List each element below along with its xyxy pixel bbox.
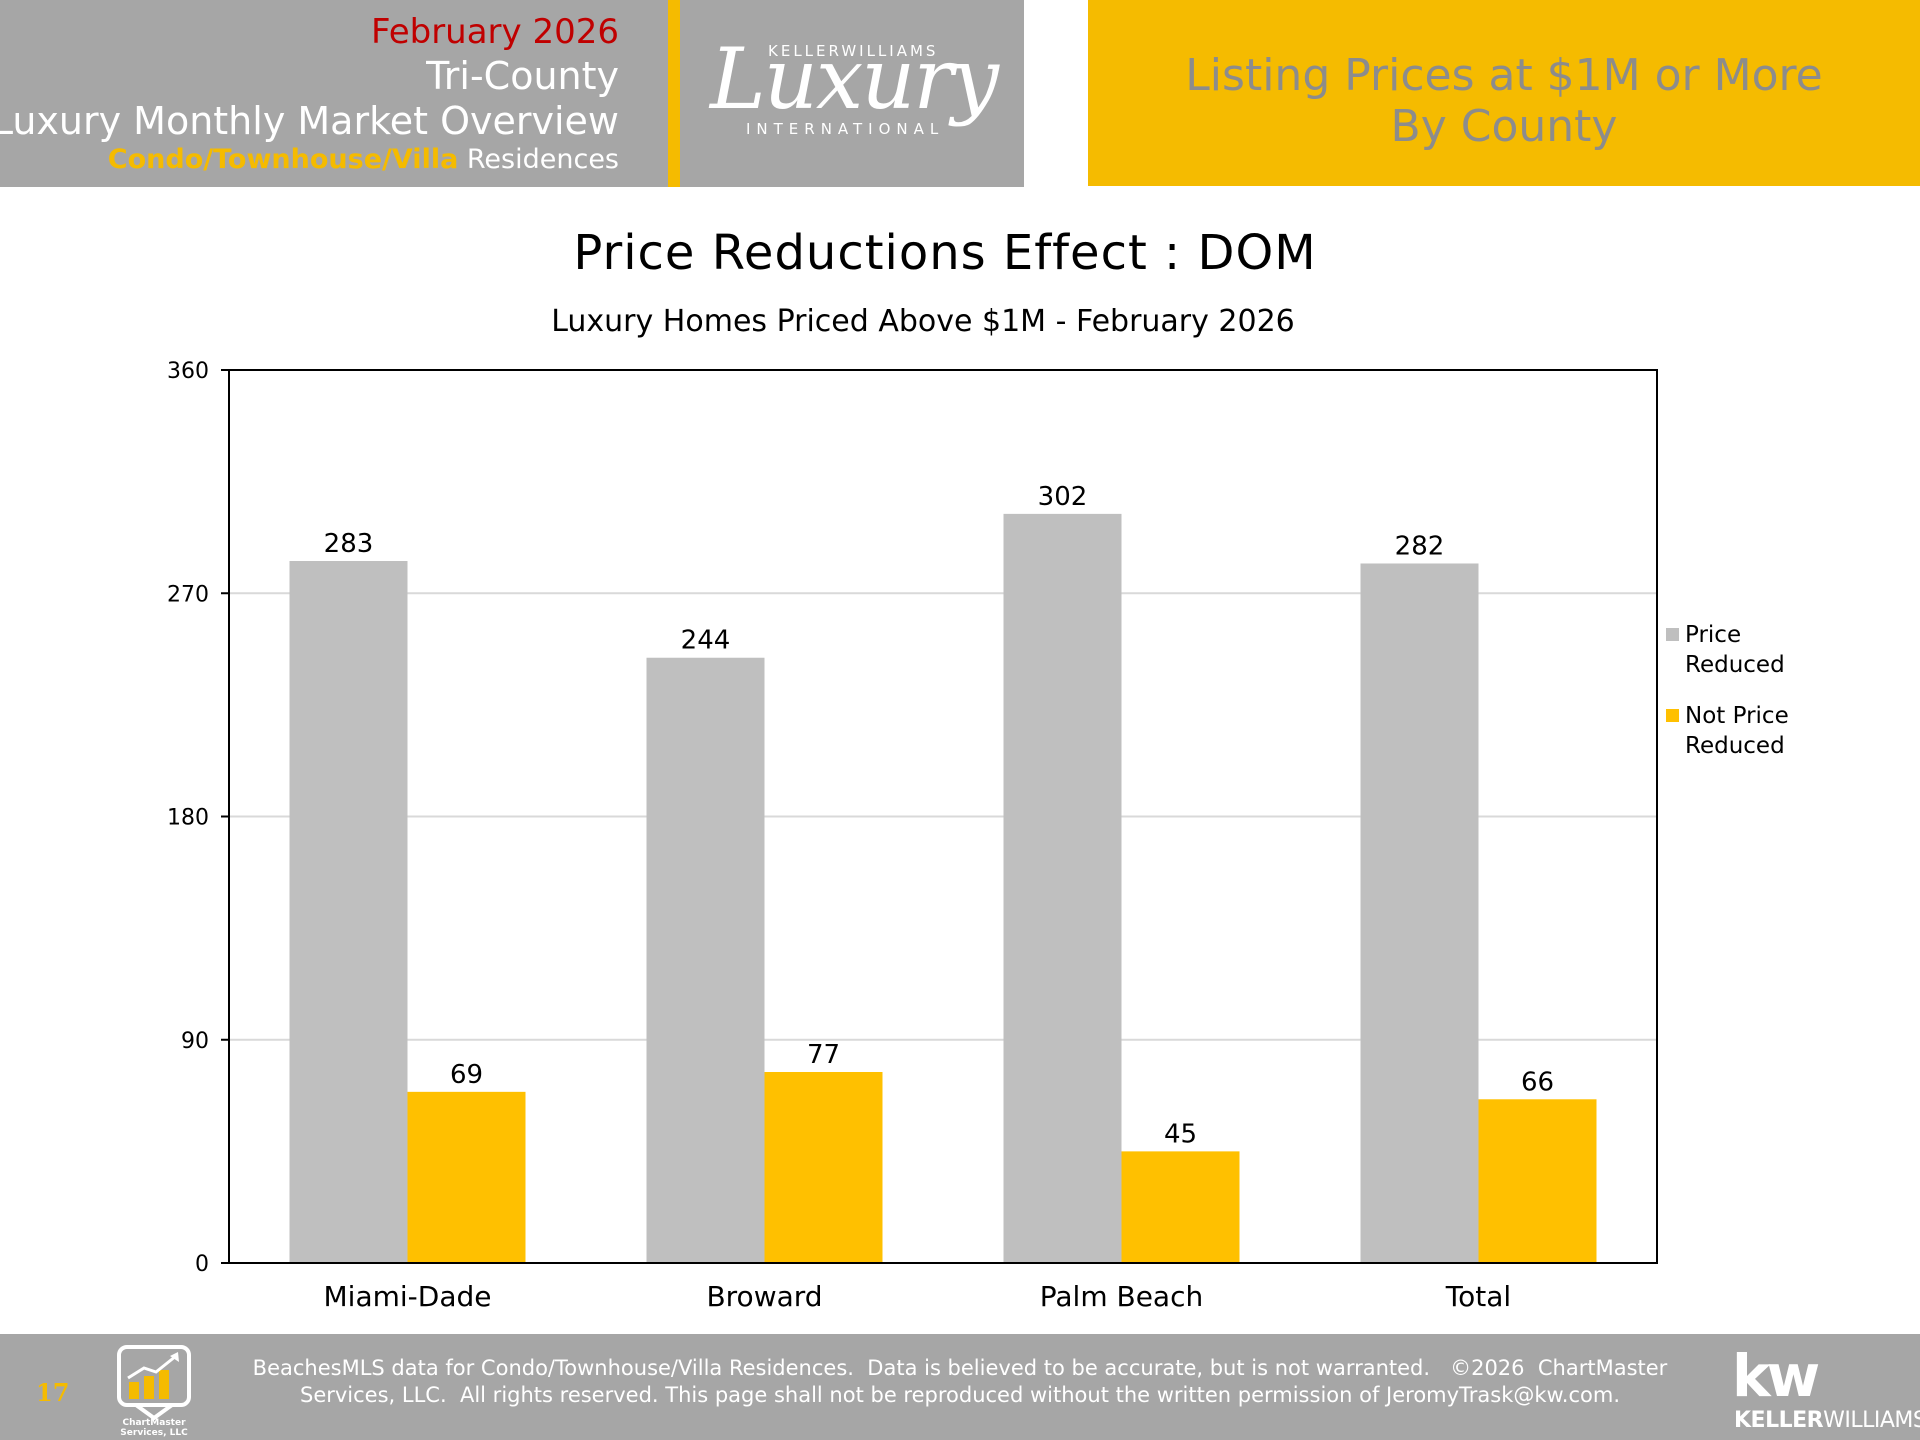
page-number: 17 (36, 1378, 70, 1407)
legend: Price Reduced Not Price Reduced (1666, 622, 1789, 759)
section-title-line1: Listing Prices at $1M or More (1185, 50, 1823, 101)
bar-value-label: 69 (450, 1060, 483, 1090)
x-axis-categories: Miami-Dade Broward Palm Beach Total (324, 1280, 1512, 1313)
report-month: February 2026 (371, 12, 619, 52)
bar-value-label: 302 (1038, 482, 1088, 512)
y-tick-label: 270 (167, 582, 209, 607)
bar (646, 657, 765, 1263)
x-category-label: Palm Beach (1040, 1280, 1203, 1313)
kw-logo-name: KELLERWILLIAMS. (1734, 1408, 1920, 1433)
y-tick-label: 90 (181, 1029, 209, 1054)
property-type-rest: Residences (458, 144, 619, 175)
data-labels: 283 69 244 77 302 45 282 66 (324, 482, 1554, 1150)
report-title: Luxury Monthly Market Overview (0, 99, 619, 143)
report-region: Tri-County (426, 54, 619, 98)
bar (1478, 1099, 1597, 1263)
logo-bottom-text: INTERNATIONAL (746, 120, 945, 138)
logo-top-text: KELLERWILLIAMS (768, 42, 939, 60)
x-category-label: Total (1445, 1280, 1511, 1313)
y-axis-ticks: 0 90 180 270 360 (167, 359, 229, 1277)
y-tick-label: 0 (195, 1252, 209, 1277)
kw-luxury-logo: KELLERWILLIAMS Luxury INTERNATIONAL (680, 0, 1024, 187)
chartmaster-name: ChartMaster Services, LLC (120, 1418, 188, 1438)
legend-label: Reduced (1685, 733, 1785, 759)
logo-script-text: Luxury (710, 30, 999, 128)
chartmaster-logo-icon (117, 1345, 191, 1420)
bar (407, 1091, 526, 1263)
dom-bar-chart: Price Reductions Effect : DOM Luxury Hom… (167, 225, 1789, 1313)
property-type-highlight: Condo/Townhouse/Villa (107, 144, 459, 175)
legend-swatch (1666, 628, 1679, 641)
header-panel: February 2026 Tri-County Luxury Monthly … (0, 0, 668, 187)
disclaimer: BeachesMLS data for Condo/Townhouse/Vill… (250, 1355, 1670, 1409)
legend-label: Reduced (1685, 652, 1785, 678)
section-title-panel: Listing Prices at $1M or More By County (1088, 0, 1920, 186)
x-category-label: Miami-Dade (324, 1280, 492, 1313)
bar-value-label: 282 (1395, 531, 1445, 561)
chart-subtitle: Luxury Homes Priced Above $1M - February… (551, 304, 1295, 339)
disclaimer-line2: Services, LLC. All rights reserved. This… (299, 1383, 1621, 1407)
kw-logo-name-bold: KELLER (1734, 1408, 1824, 1433)
kw-logo-name-rest: WILLIAMS. (1823, 1408, 1920, 1433)
bar-value-label: 45 (1164, 1119, 1197, 1149)
bar-value-label: 283 (324, 529, 374, 559)
legend-label: Price (1685, 622, 1741, 648)
bar-value-label: 66 (1521, 1067, 1554, 1097)
kw-logo-mark: kw (1732, 1342, 1820, 1410)
legend-label: Not Price (1685, 703, 1789, 729)
section-title-line2: By County (1390, 101, 1618, 152)
bar-value-label: 244 (681, 626, 731, 656)
bar-value-label: 77 (807, 1040, 840, 1070)
bar (289, 561, 408, 1263)
legend-swatch (1666, 709, 1679, 722)
footer: 17 ChartMaster Services, LLC BeachesMLS … (0, 1334, 1920, 1440)
chart-title: Price Reductions Effect : DOM (573, 225, 1316, 281)
bar (764, 1071, 883, 1263)
x-category-label: Broward (706, 1280, 822, 1313)
bar (1360, 563, 1479, 1263)
y-tick-label: 360 (167, 359, 209, 384)
property-type: Condo/Townhouse/Villa Residences (108, 144, 619, 175)
y-tick-label: 180 (167, 806, 209, 831)
bar (1121, 1151, 1240, 1263)
disclaimer-line1: BeachesMLS data for Condo/Townhouse/Vill… (252, 1356, 1668, 1380)
header-accent-stripe (668, 0, 680, 187)
bar (1003, 513, 1122, 1263)
bars (289, 513, 1597, 1263)
